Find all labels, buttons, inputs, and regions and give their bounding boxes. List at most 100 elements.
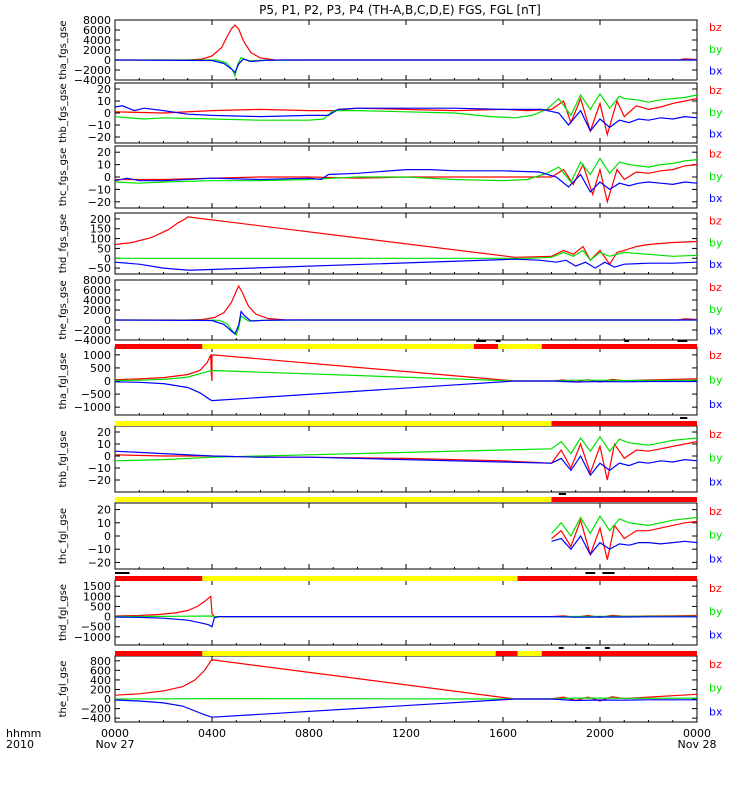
y-tick-label: −500 <box>81 388 111 401</box>
y-tick-label: −10 <box>88 543 111 556</box>
series-by-line <box>115 369 697 382</box>
y-tick-label: 10 <box>97 517 111 530</box>
series-bx-line <box>115 58 697 74</box>
series-by-line <box>551 515 697 538</box>
region-segment-solar_wind <box>115 421 552 426</box>
panel-frame <box>114 279 698 341</box>
y-tick-label: 800 <box>90 655 111 668</box>
region-mark <box>602 572 615 574</box>
legend-by: by <box>709 236 723 249</box>
series-bx-line <box>115 380 697 402</box>
legend-bz: bz <box>709 21 722 34</box>
series-by-line <box>115 697 697 700</box>
legend-bz: bz <box>709 84 722 97</box>
region-segment-solar_wind <box>517 651 542 656</box>
legend-bz: bz <box>709 349 722 362</box>
series-bz-line <box>115 595 697 619</box>
legend-bz: bz <box>709 147 722 160</box>
region-mark <box>558 493 567 495</box>
legend-bx: bx <box>709 324 723 337</box>
x-tick-label: 0400 <box>198 727 226 740</box>
y-tick-label: 100 <box>90 233 111 246</box>
region-segment-magnetosphere <box>115 651 203 656</box>
y-tick-label: −500 <box>81 621 111 634</box>
legend-by: by <box>709 605 723 618</box>
legend-by: by <box>709 170 723 183</box>
y-axis-label: tha_fgl_gse <box>58 353 69 410</box>
legend-bz: bz <box>709 582 722 595</box>
y-axis-label: thd_fgs_gse <box>58 214 69 273</box>
legend-bx: bx <box>709 192 723 205</box>
region-segment-magnetosphere <box>551 421 697 426</box>
y-tick-label: −2000 <box>74 64 111 77</box>
y-axis-label: thb_fgl_gse <box>58 431 69 488</box>
y-tick-label: −50 <box>88 262 111 275</box>
y-tick-label: −1000 <box>74 401 111 414</box>
legend-by: by <box>709 529 723 542</box>
y-tick-label: −20 <box>88 474 111 487</box>
x-tick-label: 0800 <box>295 727 323 740</box>
legend-bx: bx <box>709 398 723 411</box>
legend-bz: bz <box>709 214 722 227</box>
legend-bz: bz <box>709 281 722 294</box>
series-bz-line <box>115 659 697 702</box>
legend-bx: bx <box>709 127 723 140</box>
y-axis-label: the_fgs_gse <box>58 280 69 339</box>
y-tick-label: −10 <box>88 183 111 196</box>
series-bx-line <box>115 310 697 335</box>
region-segment-solar_wind <box>115 497 552 502</box>
series-bz-line <box>115 354 697 383</box>
y-tick-label: 500 <box>90 362 111 375</box>
series-by-line <box>115 314 697 337</box>
series-bz-line <box>115 96 697 137</box>
y-axis-label: tha_fgs_gse <box>58 20 69 79</box>
y-tick-label: 0 <box>104 375 111 388</box>
region-mark <box>115 572 130 574</box>
legend-by: by <box>709 452 723 465</box>
y-tick-label: 0 <box>104 450 111 463</box>
y-tick-label: 4000 <box>83 34 111 47</box>
series-bz-line <box>551 518 697 560</box>
series-bx-line <box>115 258 697 271</box>
series-by-line <box>115 157 697 184</box>
series-bz-line <box>115 163 697 205</box>
x-axis-label-line2: 2010 <box>6 738 34 751</box>
legend-bx: bx <box>709 64 723 77</box>
series-bz-line <box>115 216 697 266</box>
chart-title: P5, P1, P2, P3, P4 (TH-A,B,C,D,E) FGS, F… <box>259 3 541 17</box>
y-tick-label: 200 <box>90 683 111 696</box>
y-tick-label: 500 <box>90 600 111 613</box>
legend-bx: bx <box>709 629 723 642</box>
legend-by: by <box>709 374 723 387</box>
y-tick-label: −20 <box>88 556 111 569</box>
y-tick-label: −10 <box>88 119 111 132</box>
series-bx-line <box>551 534 697 556</box>
y-axis-label: thd_fgl_gse <box>58 584 69 641</box>
y-tick-label: 1500 <box>83 580 111 593</box>
y-tick-label: −1000 <box>74 631 111 644</box>
legend-bx: bx <box>709 552 723 565</box>
y-tick-label: −4000 <box>74 334 111 347</box>
y-tick-label: 0 <box>104 693 111 706</box>
region-mark <box>495 340 501 342</box>
legend-by: by <box>709 43 723 56</box>
x-axis-label-line1: hhmm <box>6 727 41 740</box>
y-tick-label: 20 <box>97 146 111 159</box>
legend-bx: bx <box>709 475 723 488</box>
region-segment-magnetosphere <box>473 344 499 349</box>
y-tick-label: 0 <box>104 530 111 543</box>
series-bx-line <box>115 450 697 477</box>
y-axis-label: the_fgl_gse <box>58 661 69 718</box>
region-segment-magnetosphere <box>495 651 518 656</box>
legend-bz: bz <box>709 428 722 441</box>
y-tick-label: 0 <box>104 171 111 184</box>
